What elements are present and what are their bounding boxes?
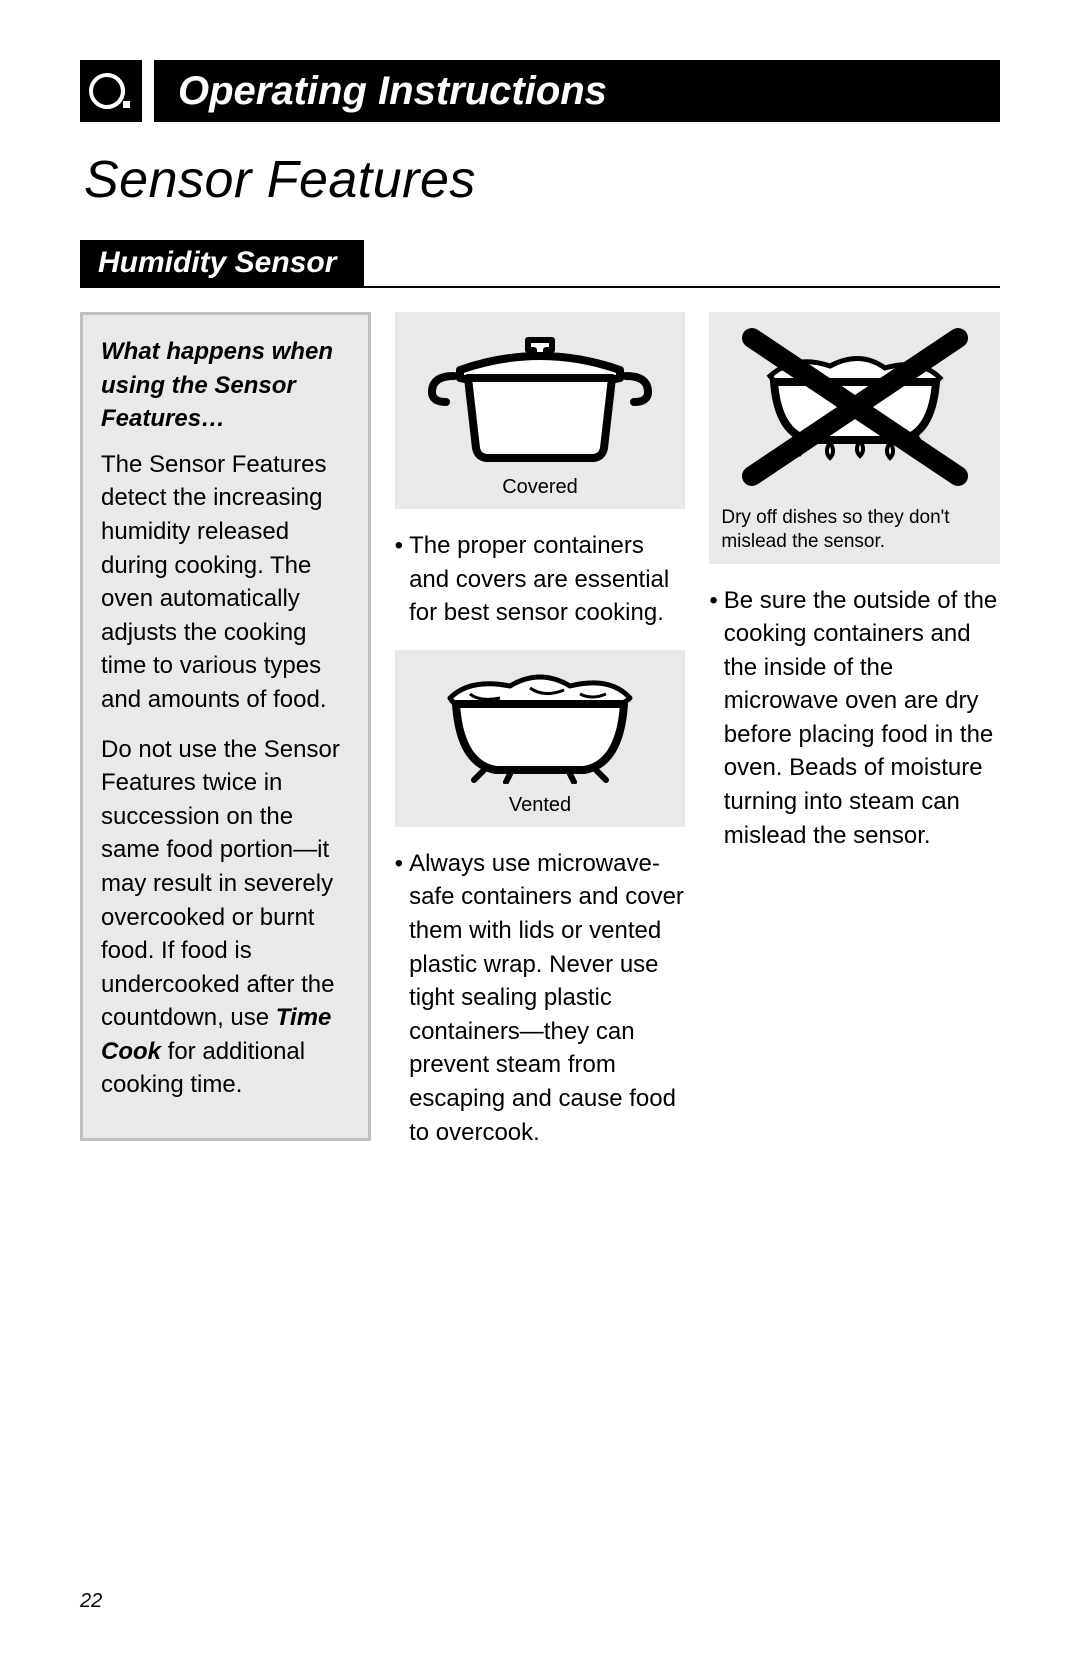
bullet-dot: • [395,847,403,1149]
bullet-dry-text: Be sure the outside of the cooking conta… [724,584,1000,853]
bullet-microwave-safe: • Always use microwave-safe containers a… [395,847,686,1149]
bullet-dry: • Be sure the outside of the cooking con… [709,584,1000,853]
figure-covered: Covered [395,312,686,509]
page: Operating Instructions Sensor Features H… [0,0,1080,1669]
bullet-containers: • The proper containers and covers are e… [395,529,686,630]
bullet-microwave-safe-text: Always use microwave-safe containers and… [409,847,685,1149]
sidebar-heading: What happens when using the Sensor Featu… [101,335,350,436]
sidebar-para-2-prefix: Do not use the Sensor Features twice in … [101,736,340,1032]
sidebar-para-1: The Sensor Features detect the increasin… [101,448,350,717]
figure-dry-off: Dry off dishes so they don't mislead the… [709,312,1000,564]
section-tab: Humidity Sensor [80,240,364,286]
covered-dish-icon [420,326,660,466]
sidebar-para-2: Do not use the Sensor Features twice in … [101,733,350,1103]
figure-vented: Vented [395,650,686,827]
section-tab-row: Humidity Sensor [80,240,1000,288]
col-2: Covered • The proper containers and cove… [395,312,686,1169]
monogram-icon [80,60,142,122]
col-3: Dry off dishes so they don't mislead the… [709,312,1000,1169]
page-title: Sensor Features [84,150,1000,210]
bullet-dot: • [709,584,717,853]
figure-vented-caption: Vented [407,794,674,817]
columns: What happens when using the Sensor Featu… [80,312,1000,1169]
figure-dry-off-note: Dry off dishes so they don't mislead the… [721,506,988,554]
sidebar-box: What happens when using the Sensor Featu… [80,312,371,1141]
page-number: 22 [80,1590,102,1613]
dry-off-icon [730,326,980,496]
col-1: What happens when using the Sensor Featu… [80,312,371,1169]
bullet-dot: • [395,529,403,630]
vented-dish-icon [420,664,660,784]
header-title: Operating Instructions [154,60,1000,122]
bullet-containers-text: The proper containers and covers are ess… [409,529,685,630]
figure-covered-caption: Covered [407,476,674,499]
header-row: Operating Instructions [80,60,1000,122]
